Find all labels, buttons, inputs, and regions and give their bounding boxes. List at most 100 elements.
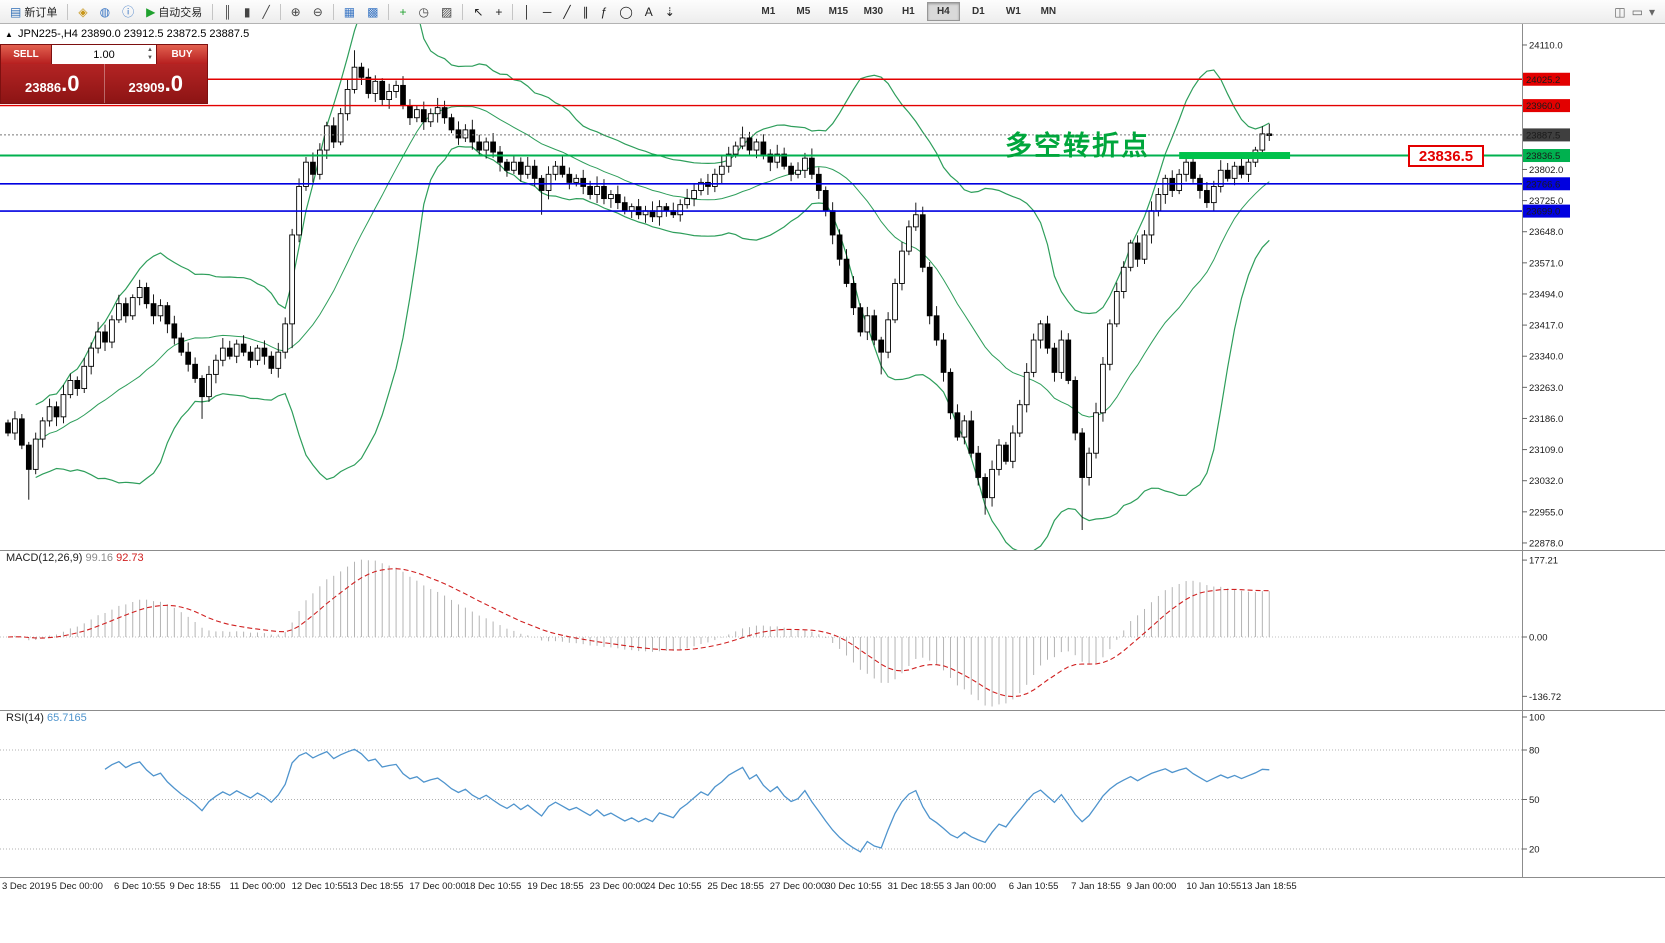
market-watch-icon[interactable]: ◍ bbox=[95, 1, 115, 22]
one-click-collapse-icon[interactable]: ▲ bbox=[5, 30, 13, 39]
svg-text:11 Dec 00:00: 11 Dec 00:00 bbox=[230, 881, 286, 892]
charts-icon[interactable]: ◈ bbox=[73, 1, 92, 22]
svg-text:80: 80 bbox=[1529, 746, 1540, 757]
periods-icon[interactable]: ◷ bbox=[414, 1, 434, 22]
timeframe-h4-button[interactable]: H4 bbox=[926, 2, 960, 21]
svg-text:23960.0: 23960.0 bbox=[1526, 101, 1560, 112]
shapes-icon[interactable]: ◯ bbox=[614, 1, 637, 22]
text-icon[interactable]: A bbox=[640, 1, 658, 22]
timeframe-w1-button[interactable]: W1 bbox=[1005, 6, 1021, 17]
svg-text:23571.0: 23571.0 bbox=[1529, 258, 1563, 269]
shapes-icon: ◯ bbox=[619, 4, 633, 19]
new-order-icon: ▤ bbox=[10, 4, 22, 19]
highlight-bar[interactable] bbox=[1179, 152, 1291, 160]
zoom-in-icon: ⊕ bbox=[290, 4, 301, 19]
one-click-trading-panel: SELL 1.00 ▲ ▼ BUY 23886.0 23909.0 bbox=[0, 44, 208, 104]
buy-button[interactable]: BUY bbox=[157, 45, 207, 64]
trade-panel-prices: 23886.0 23909.0 bbox=[1, 64, 207, 103]
svg-text:6 Dec 10:55: 6 Dec 10:55 bbox=[114, 881, 165, 892]
toolbar-right-icons: ◫ ▭ ▾ bbox=[1614, 5, 1661, 19]
svg-text:31 Dec 18:55: 31 Dec 18:55 bbox=[888, 881, 945, 892]
more-tools-icon[interactable]: ▾ bbox=[1648, 4, 1655, 19]
fibonacci-icon[interactable]: ƒ bbox=[596, 1, 613, 22]
volume-down-arrow[interactable]: ▼ bbox=[147, 55, 153, 61]
sell-button[interactable]: SELL bbox=[1, 45, 51, 64]
indicators-icon: + bbox=[399, 4, 407, 19]
arrows-icon[interactable]: ⇣ bbox=[660, 1, 680, 22]
timeframe-m15-button[interactable]: M15 bbox=[828, 6, 849, 17]
trendline-icon: ╱ bbox=[563, 4, 571, 19]
tile-windows-icon: ▦ bbox=[343, 4, 356, 19]
zoom-in-icon[interactable]: ⊕ bbox=[286, 1, 306, 22]
price-tag-23960.0 bbox=[1523, 99, 1570, 113]
bollinger-lower-band bbox=[35, 145, 1270, 550]
timeframe-m1-button[interactable]: M1 bbox=[761, 6, 776, 17]
toolbar-separator bbox=[332, 3, 334, 20]
sell-price-main: 23886 bbox=[24, 79, 62, 95]
autotrading-button[interactable]: ▶ 自动交易 bbox=[141, 1, 207, 22]
vertical-line-icon: │ bbox=[523, 4, 531, 19]
rsi-plot[interactable] bbox=[0, 748, 1522, 853]
info-icon[interactable]: ⓘ bbox=[117, 1, 139, 22]
horizontal-line-icon[interactable]: ─ bbox=[538, 1, 557, 22]
svg-text:18 Dec 10:55: 18 Dec 10:55 bbox=[465, 881, 522, 892]
indicators-icon[interactable]: + bbox=[394, 1, 411, 22]
price-tag-23699.0 bbox=[1523, 204, 1570, 218]
timeframe-mn-button[interactable]: MN bbox=[1040, 6, 1057, 17]
dock-chart-icon[interactable]: ◫ bbox=[1614, 4, 1626, 19]
line-chart-icon[interactable]: ╱ bbox=[257, 1, 274, 22]
svg-text:23699.0: 23699.0 bbox=[1526, 207, 1560, 218]
text-icon: A bbox=[644, 4, 653, 19]
toolbar: ▤ 新订单 ◈ ◍ ⓘ ▶ 自动交易 ║ ▮ ╱ ⊕ ⊖ ▦ ▩ + ◷ ▨ ↖ + │ ─ ╱ ∥ ƒ ◯ A ⇣ M1 M5 M15 M… bbox=[0, 0, 1665, 24]
time-scale[interactable]: 3 Dec 2019 5 Dec 00:00 6 Dec 10:55 9 Dec 18… bbox=[2, 881, 1297, 892]
fibonacci-icon: ƒ bbox=[600, 4, 608, 19]
sell-price[interactable]: 23886.0 bbox=[1, 64, 104, 103]
svg-text:27 Dec 00:00: 27 Dec 00:00 bbox=[770, 881, 827, 892]
templates-icon[interactable]: ▨ bbox=[436, 1, 457, 22]
svg-text:30 Dec 10:55: 30 Dec 10:55 bbox=[825, 881, 882, 892]
buy-price[interactable]: 23909.0 bbox=[103, 64, 208, 103]
candlestick-chart-icon[interactable]: ▮ bbox=[239, 1, 256, 22]
annotation-text[interactable]: 多空转折点 bbox=[1005, 131, 1150, 161]
toolbar-separator bbox=[388, 3, 390, 20]
svg-text:177.21: 177.21 bbox=[1529, 556, 1558, 567]
channel-icon[interactable]: ∥ bbox=[578, 1, 594, 22]
svg-text:23836.5: 23836.5 bbox=[1526, 151, 1560, 162]
cascade-windows-icon[interactable]: ▩ bbox=[362, 1, 383, 22]
svg-text:17 Dec 00:00: 17 Dec 00:00 bbox=[409, 881, 466, 892]
crosshair-icon[interactable]: + bbox=[490, 1, 507, 22]
timeframe-h1-button[interactable]: H1 bbox=[901, 6, 915, 17]
line-chart-icon: ╱ bbox=[262, 4, 270, 19]
timeframe-m5-button[interactable]: M5 bbox=[796, 6, 811, 17]
svg-text:3 Jan 00:00: 3 Jan 00:00 bbox=[946, 881, 996, 892]
crosshair-icon: + bbox=[495, 4, 503, 19]
svg-text:23648.0: 23648.0 bbox=[1529, 227, 1563, 238]
volume-input[interactable]: 1.00 ▲ ▼ bbox=[51, 45, 157, 64]
timeframe-m30-button[interactable]: M30 bbox=[863, 6, 884, 17]
svg-text:5 Dec 00:00: 5 Dec 00:00 bbox=[52, 881, 103, 892]
new-order-button[interactable]: ▤ 新订单 bbox=[5, 1, 62, 22]
volume-up-arrow[interactable]: ▲ bbox=[147, 47, 153, 53]
vertical-line-icon[interactable]: │ bbox=[518, 1, 536, 22]
zoom-out-icon[interactable]: ⊖ bbox=[308, 1, 328, 22]
toolbar-separator bbox=[212, 3, 214, 20]
price-callout-label[interactable]: 23836.5 bbox=[1408, 145, 1484, 167]
svg-text:23725.0: 23725.0 bbox=[1529, 196, 1563, 207]
macd-value-signal: 92.73 bbox=[116, 552, 144, 564]
arrows-icon: ⇣ bbox=[664, 4, 675, 19]
timeframe-d1-button[interactable]: D1 bbox=[971, 6, 985, 17]
bar-chart-icon[interactable]: ║ bbox=[218, 1, 237, 22]
svg-text:23 Dec 00:00: 23 Dec 00:00 bbox=[590, 881, 647, 892]
macd-plot[interactable] bbox=[0, 559, 1522, 707]
svg-text:9 Jan 00:00: 9 Jan 00:00 bbox=[1127, 881, 1177, 892]
tile-windows-icon[interactable]: ▦ bbox=[339, 1, 360, 22]
svg-text:23417.0: 23417.0 bbox=[1529, 321, 1563, 332]
restore-chart-icon[interactable]: ▭ bbox=[1631, 4, 1643, 19]
cursor-icon[interactable]: ↖ bbox=[468, 1, 488, 22]
trade-panel-controls: SELL 1.00 ▲ ▼ BUY bbox=[1, 45, 207, 64]
cascade-windows-icon: ▩ bbox=[367, 4, 379, 19]
price-scale[interactable]: 24110.0 23802.0 23725.0 23648.0 23571.0 23494… bbox=[1522, 40, 1570, 856]
svg-text:23263.0: 23263.0 bbox=[1529, 383, 1563, 394]
trendline-icon[interactable]: ╱ bbox=[558, 1, 575, 22]
